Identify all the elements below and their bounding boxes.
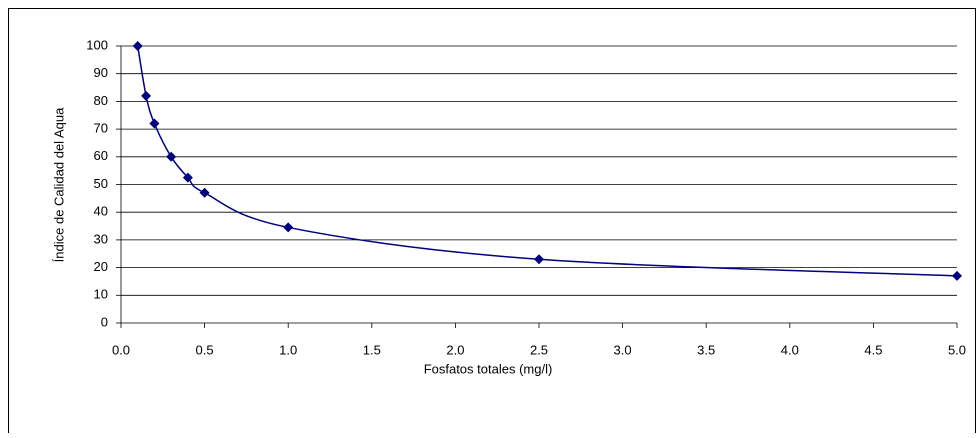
x-tick-label: 0.5 <box>196 342 214 357</box>
x-tick-label: 5.0 <box>948 342 966 357</box>
x-tick-label: 2.0 <box>446 342 464 357</box>
y-axis-label: Índice de Calidad del Aqua <box>51 107 66 262</box>
x-tick-label: 3.5 <box>697 342 715 357</box>
x-tick-label: 1.0 <box>279 342 297 357</box>
y-tick-label: 10 <box>94 287 108 302</box>
x-tick-label: 0.0 <box>112 342 130 357</box>
x-tick-label: 4.5 <box>864 342 882 357</box>
y-tick-label: 100 <box>86 37 108 52</box>
y-tick-label: 60 <box>94 148 108 163</box>
x-tick-label: 3.0 <box>614 342 632 357</box>
x-axis-label: Fosfatos totales (mg/l) <box>424 361 553 376</box>
y-tick-label: 90 <box>94 65 108 80</box>
y-tick-label: 40 <box>94 204 108 219</box>
data-point <box>283 222 294 233</box>
data-point <box>141 90 152 101</box>
data-point <box>534 254 544 265</box>
y-tick-label: 0 <box>101 314 108 329</box>
data-point <box>166 151 177 162</box>
y-tick-label: 50 <box>94 176 108 191</box>
data-point <box>182 172 193 183</box>
y-tick-label: 30 <box>94 231 108 246</box>
data-point <box>199 187 210 198</box>
x-tick-label: 2.5 <box>530 342 548 357</box>
x-tick-label: 1.5 <box>363 342 381 357</box>
y-tick-label: 70 <box>94 121 108 136</box>
x-tick-label: 4.0 <box>781 342 799 357</box>
y-tick-label: 80 <box>94 93 108 108</box>
data-point <box>149 118 160 129</box>
chart-frame <box>8 8 976 438</box>
data-point <box>132 41 143 51</box>
y-tick-label: 20 <box>94 259 108 274</box>
data-point <box>952 270 962 281</box>
